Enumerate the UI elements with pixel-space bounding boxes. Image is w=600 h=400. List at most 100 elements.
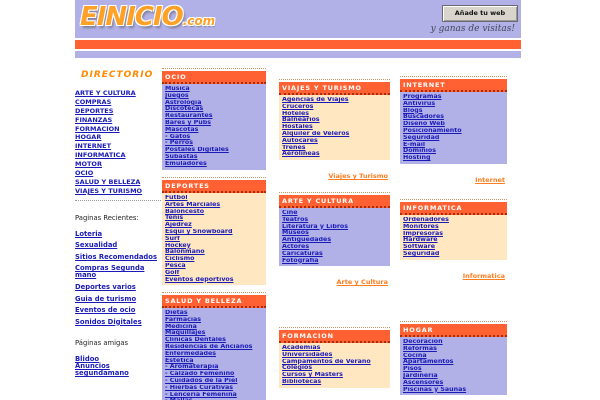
- category-link[interactable]: Cine: [282, 210, 298, 216]
- category-link[interactable]: Reformas: [403, 345, 437, 352]
- category-link[interactable]: Ciclismo: [165, 256, 195, 263]
- category-link[interactable]: Cruceros: [282, 103, 314, 110]
- category-link[interactable]: - Gatos: [165, 133, 191, 140]
- category-link[interactable]: Campamentos de Verano: [282, 358, 371, 365]
- recent-page-link[interactable]: Deportes varios: [75, 282, 136, 291]
- category-link[interactable]: Bibliotecas: [282, 378, 322, 385]
- category-link[interactable]: Postales Digitales: [165, 147, 229, 154]
- category-link[interactable]: Seguridad: [403, 134, 440, 141]
- category-link[interactable]: Buscadores: [403, 114, 444, 121]
- sidebar-category-link[interactable]: OCIO: [75, 169, 94, 178]
- category-link[interactable]: Clinicas Dentales: [165, 337, 226, 344]
- recent-page-link[interactable]: Sitios Recomendados: [75, 252, 157, 261]
- category-link[interactable]: Decoracion: [403, 339, 443, 345]
- category-link[interactable]: Subastas: [165, 153, 198, 160]
- category-link[interactable]: E-mail: [403, 141, 426, 148]
- category-link[interactable]: Universidades: [282, 351, 333, 358]
- category-link[interactable]: Hosting: [403, 155, 431, 162]
- category-link[interactable]: Artes Marciales: [165, 201, 221, 208]
- sidebar-category-link[interactable]: DEPORTES: [75, 106, 114, 115]
- category-link[interactable]: Autocares: [282, 137, 318, 144]
- category-link[interactable]: Impresoras: [403, 230, 443, 237]
- category-link[interactable]: Diseño Web: [403, 121, 445, 128]
- sidebar-category-link[interactable]: INFORMATICA: [75, 151, 126, 160]
- category-footer-link[interactable]: Informatica: [462, 271, 505, 280]
- category-link[interactable]: Ascensores: [403, 379, 444, 386]
- category-link[interactable]: Posicionamiento: [403, 127, 462, 134]
- site-logo[interactable]: EINICIO.com: [80, 2, 215, 32]
- category-link[interactable]: Bares y Pubs: [165, 119, 212, 126]
- category-link[interactable]: Farmacias: [165, 316, 201, 323]
- category-link[interactable]: Cursos y Masters: [282, 372, 343, 379]
- category-link[interactable]: - Calzado Femenino: [165, 371, 235, 378]
- category-link[interactable]: Trenes: [282, 144, 306, 151]
- category-link[interactable]: Residencias de Ancianos: [165, 343, 253, 350]
- category-link[interactable]: Mascotas: [165, 126, 199, 133]
- category-link[interactable]: Eventos deportivos: [165, 276, 234, 283]
- category-link[interactable]: Agencias de Viajes: [282, 97, 349, 103]
- category-link[interactable]: Blogs: [403, 107, 423, 114]
- category-link[interactable]: Academias: [282, 345, 321, 351]
- category-link[interactable]: Dietas: [165, 310, 188, 316]
- recent-page-link[interactable]: Sexualidad: [75, 241, 118, 250]
- category-link[interactable]: Astrologia: [165, 99, 202, 106]
- category-link[interactable]: - Lenceria Femenina: [165, 391, 237, 398]
- category-link[interactable]: Software: [403, 244, 436, 251]
- friend-page-link[interactable]: Anuncios segundamano: [75, 362, 129, 378]
- category-link[interactable]: Literatura y Libros: [282, 223, 349, 230]
- category-link[interactable]: Esqui y Snowboard: [165, 228, 233, 235]
- recent-page-link[interactable]: Loteria: [75, 229, 103, 238]
- category-link[interactable]: Caricaturas: [282, 250, 323, 257]
- category-link[interactable]: Medicina: [165, 323, 197, 330]
- category-link[interactable]: Hostales: [282, 124, 313, 131]
- sidebar-category-link[interactable]: COMPRAS: [75, 97, 112, 106]
- category-link[interactable]: Hockey: [165, 242, 191, 249]
- category-link[interactable]: Monitores: [403, 223, 439, 230]
- category-footer-link[interactable]: Internet: [475, 175, 505, 184]
- sidebar-category-link[interactable]: ARTE Y CULTURA: [75, 89, 136, 97]
- category-link[interactable]: Antivirus: [403, 100, 436, 107]
- category-link[interactable]: Aerolineas: [282, 151, 320, 158]
- sidebar-category-link[interactable]: INTERNET: [75, 142, 112, 151]
- category-link[interactable]: Ajedrez: [165, 222, 192, 229]
- add-web-button[interactable]: Añade tu web: [442, 5, 518, 22]
- category-link[interactable]: Tenis: [165, 215, 184, 222]
- category-link[interactable]: Alquiler de Veleros: [282, 130, 350, 137]
- category-link[interactable]: Pesca: [165, 262, 186, 269]
- category-link[interactable]: Restaurantes: [165, 113, 213, 120]
- recent-page-link[interactable]: Guia de turismo: [75, 294, 137, 303]
- category-link[interactable]: Musica: [165, 86, 190, 92]
- category-link[interactable]: Antiguedades: [282, 237, 332, 244]
- category-link[interactable]: Balonmano: [165, 249, 205, 256]
- sidebar-category-link[interactable]: HOGAR: [75, 133, 102, 142]
- category-link[interactable]: Enfermedades: [165, 350, 217, 357]
- category-link[interactable]: - Cuidados de la Piel: [165, 377, 238, 384]
- recent-page-link[interactable]: Compras Segunda mano: [75, 264, 145, 280]
- recent-page-link[interactable]: Sonidos Digitales: [75, 317, 142, 326]
- sidebar-category-link[interactable]: VIAJES Y TURISMO: [75, 186, 143, 195]
- category-link[interactable]: Golf: [165, 269, 180, 276]
- category-link[interactable]: Baloncesto: [165, 208, 205, 215]
- category-link[interactable]: Hoteles: [282, 110, 310, 117]
- category-link[interactable]: - Hierbas Curativas: [165, 384, 234, 391]
- sidebar-category-link[interactable]: FINANZAS: [75, 115, 113, 124]
- category-link[interactable]: Seguridad: [403, 250, 440, 257]
- category-link[interactable]: Dominios: [403, 148, 436, 155]
- category-link[interactable]: - Aromaterapia: [165, 364, 219, 371]
- recent-page-link[interactable]: Eventos de ocio: [75, 306, 136, 315]
- category-link[interactable]: Pisos: [403, 366, 422, 373]
- category-link[interactable]: Actores: [282, 243, 310, 250]
- category-link[interactable]: Emuladores: [165, 160, 207, 167]
- category-link[interactable]: - Mallas: [165, 398, 263, 400]
- category-link[interactable]: Apartamentos: [403, 359, 454, 366]
- category-link[interactable]: Jardineria: [403, 372, 438, 379]
- category-link[interactable]: Programas: [403, 94, 442, 100]
- category-link[interactable]: Fotografia: [282, 257, 319, 264]
- category-link[interactable]: Juegos: [165, 92, 189, 99]
- category-link[interactable]: Ordenadores: [403, 217, 449, 223]
- friend-page-link[interactable]: Blidoo: [75, 354, 100, 363]
- category-link[interactable]: Estetica: [165, 357, 194, 364]
- sidebar-category-link[interactable]: MOTOR: [75, 160, 102, 169]
- category-link[interactable]: Discotecas: [165, 106, 204, 113]
- category-link[interactable]: - Perros: [165, 140, 193, 147]
